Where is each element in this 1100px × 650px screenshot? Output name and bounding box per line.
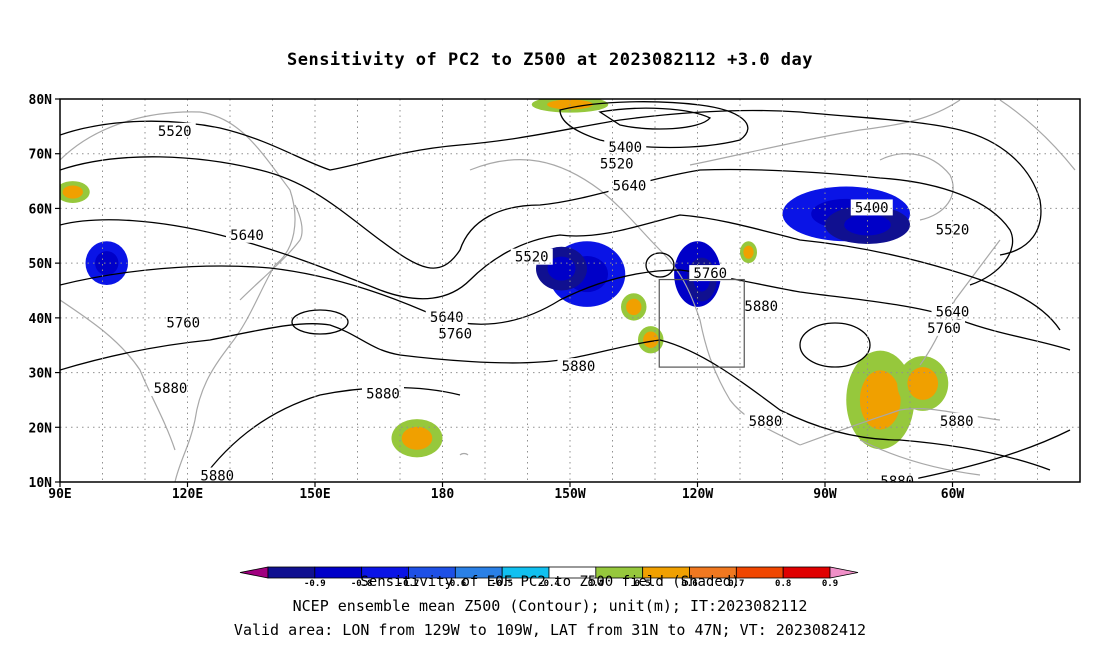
colorbar-label: 0.5	[635, 579, 651, 589]
contour-label-bg	[362, 385, 404, 402]
lat-label: 10N	[29, 476, 53, 491]
contour-label-bg	[425, 308, 468, 325]
contour-label: 5640	[430, 310, 464, 326]
shaded-region-core	[547, 99, 593, 110]
contour-label-bg	[689, 265, 732, 282]
contour-label: 5760	[693, 266, 727, 282]
latitude-labels: 80N 70N 60N 50N 40N 30N 20N 10N	[29, 93, 60, 491]
contour-labels: 5520540055205640564055205400552057605880…	[149, 122, 978, 490]
contour-label-bg	[935, 412, 978, 429]
lon-label: 60W	[941, 487, 965, 502]
longitude-labels: 90E 120E 150E 180 150W 120W 90W 60W	[48, 482, 964, 502]
lat-label: 60N	[29, 202, 53, 217]
contour-label-bg	[931, 221, 974, 238]
lat-label: 70N	[29, 148, 53, 163]
contour-label: 5400	[608, 140, 642, 156]
lat-label: 50N	[29, 257, 53, 272]
lon-label: 90W	[813, 487, 837, 502]
colorbar-label: -0.6	[444, 579, 466, 589]
colorbar-label: 0.6	[681, 579, 697, 589]
lat-label: 40N	[29, 312, 53, 327]
shaded-region-core	[626, 298, 642, 316]
shaded-region-core	[95, 251, 119, 276]
contour-label: 5760	[438, 326, 472, 342]
colorbar-label: 0.8	[775, 579, 791, 589]
contour-label: 5640	[936, 304, 970, 320]
shaded-region-core	[401, 426, 433, 450]
colorbar-label: 0.4	[588, 579, 605, 589]
contour-label: 5520	[515, 250, 549, 266]
colorbar-label: 0.7	[728, 579, 744, 589]
contour-label: 5880	[880, 474, 914, 490]
lon-label: 180	[431, 487, 455, 502]
contour-label: 5640	[230, 228, 264, 244]
contour-label-bg	[226, 226, 268, 243]
valid-area-box	[658, 278, 745, 368]
contour-label-bg	[604, 139, 647, 156]
lon-label: 90E	[48, 487, 71, 502]
contour-label-bg	[434, 325, 477, 342]
contour-label: 5880	[200, 469, 234, 485]
lon-label: 150W	[554, 487, 585, 502]
contour-label-bg	[557, 358, 600, 375]
shaded-region-core	[643, 331, 659, 348]
contour-label: 5880	[366, 386, 400, 402]
lon-label: 150E	[299, 487, 330, 502]
contour-label-bg	[608, 177, 651, 194]
contour-label: 5520	[936, 222, 970, 238]
contour-label: 5880	[154, 381, 188, 397]
shaded-region-core	[844, 214, 891, 236]
footer-line-1: Sensitivity of EOF PC2 to Z500 field (Sh…	[360, 574, 740, 590]
contour-label: 5880	[749, 414, 783, 430]
contour-label-bg	[595, 155, 638, 172]
contour-label-bg	[196, 467, 239, 482]
colorbar: -0.9 -0.8 -0.7 -0.6 -0.5 -0.4 0.4 0.5 0.6 0.7 0.8 0…	[239, 566, 859, 589]
contour-label-bg	[740, 297, 783, 314]
lat-label: 80N	[29, 93, 53, 108]
contour-label-bg	[510, 248, 553, 265]
lon-label: 120E	[172, 487, 203, 502]
z500-contours	[60, 101, 1071, 482]
contour-label-bg	[850, 199, 893, 216]
contour-label: 5520	[600, 157, 634, 173]
colorbar-label: -0.9	[304, 579, 326, 589]
contour-label: 5760	[166, 315, 200, 331]
colorbar-label: -0.7	[398, 579, 420, 589]
contour-label: 5520	[158, 124, 192, 140]
shaded-region-core	[859, 370, 901, 430]
shaded-region-core	[743, 245, 754, 259]
contour-label-bg	[931, 303, 974, 320]
colorbar-label: -0.5	[491, 579, 513, 589]
shaded-region-core	[907, 367, 939, 400]
footer-line-2: NCEP ensemble mean Z500 (Contour); unit(…	[292, 597, 808, 615]
contour-label: 5400	[855, 200, 889, 216]
contour-label-bg	[923, 319, 965, 336]
contour-label: 5880	[744, 299, 778, 315]
colorbar-label: 0.9	[822, 579, 838, 589]
coastlines	[60, 99, 1076, 482]
colorbar-arrow-right	[829, 566, 859, 579]
shaded-region-core	[547, 256, 576, 281]
contour-label-bg	[162, 314, 205, 331]
lat-label: 30N	[29, 367, 53, 382]
contour-label: 5880	[940, 414, 974, 430]
colorbar-label: -0.8	[351, 579, 373, 589]
shaded-region-core	[62, 185, 83, 199]
contour-label-bg	[876, 473, 919, 482]
shaded-layer	[60, 99, 949, 458]
contour-label-bg	[149, 379, 192, 396]
colorbar-label: -0.4	[538, 579, 560, 589]
lat-label: 20N	[29, 421, 53, 436]
footer-line-3: Valid area: LON from 129W to 109W, LAT f…	[233, 621, 867, 639]
contour-label-bg	[153, 122, 196, 139]
chart-title: Sensitivity of PC2 to Z500 at 2023082112…	[286, 50, 813, 70]
contour-label: 5640	[613, 179, 647, 195]
contour-label-bg	[744, 412, 787, 429]
contour-label: 5760	[927, 321, 961, 337]
gridlines	[60, 99, 1080, 482]
lon-label: 120W	[682, 487, 713, 502]
